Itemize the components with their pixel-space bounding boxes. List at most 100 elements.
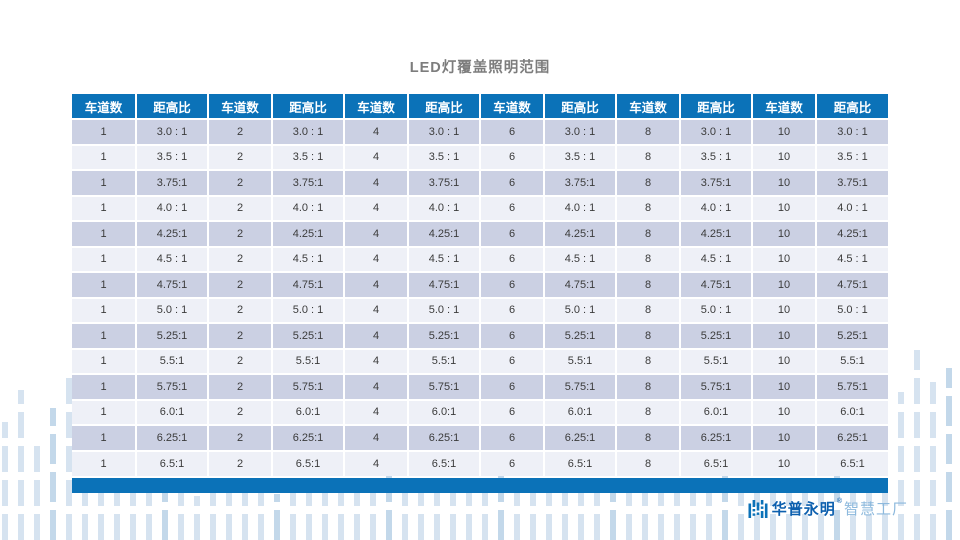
ratio-cell: 5.5:1 [408,347,481,374]
ratio-cell: 5.75:1 [272,373,345,400]
lane-count-cell: 6 [480,296,545,323]
ratio-cell: 5.25:1 [544,322,617,349]
lane-count-cell: 1 [72,322,137,349]
lane-count-cell: 10 [752,398,817,425]
lane-count-cell: 2 [208,143,273,170]
lane-count-cell: 8 [616,245,681,272]
lane-count-cell: 6 [480,143,545,170]
column-header-ratio: 距高比 [680,94,753,119]
ratio-cell: 4.0 : 1 [136,194,209,221]
lane-count-cell: 10 [752,373,817,400]
lane-count-cell: 6 [480,398,545,425]
lane-count-cell: 4 [344,322,409,349]
column-header-lanes: 车道数 [752,94,817,119]
lane-count-cell: 6 [480,347,545,374]
decorative-bar [306,488,312,540]
lane-count-cell: 4 [344,143,409,170]
lane-count-cell: 4 [344,118,409,145]
ratio-cell: 3.5 : 1 [680,143,753,170]
lane-count-cell: 4 [344,424,409,451]
lane-count-cell: 4 [344,169,409,196]
lane-count-cell: 4 [344,347,409,374]
column-header-lanes: 车道数 [208,94,273,119]
ratio-cell: 5.75:1 [544,373,617,400]
lane-count-cell: 8 [616,398,681,425]
decorative-bar [34,444,40,540]
ratio-cell: 3.0 : 1 [408,118,481,145]
ratio-cell: 3.5 : 1 [544,143,617,170]
ratio-cell: 6.5:1 [816,449,888,476]
ratio-cell: 6.25:1 [136,424,209,451]
table-row: 1 4.0 : 1 2 4.0 : 1 4 4.0 : 1 6 4.0 : 1 8 4.0 : 1… [72,194,888,221]
table-row: 1 4.75:1 2 4.75:1 4 4.75:1 6 4.75:1 8 4.75:1 10 4.7… [72,271,888,298]
decorative-bar [562,488,568,540]
ratio-cell: 5.25:1 [136,322,209,349]
lane-count-cell: 10 [752,143,817,170]
lane-count-cell: 1 [72,118,137,145]
ratio-cell: 5.25:1 [272,322,345,349]
ratio-cell: 6.0:1 [816,398,888,425]
lane-count-cell: 10 [752,449,817,476]
ratio-cell: 4.5 : 1 [408,245,481,272]
coverage-table-container: 车道数 距高比 车道数 距高比 车道数 距高比 车道数 距高比 车道数 距高比 车道数 距高比 1 3.… [72,94,888,493]
logo: 华普永明 ® 智慧工厂 [748,498,908,519]
table-row: 1 4.5 : 1 2 4.5 : 1 4 4.5 : 1 6 4.5 : 1 8 4.5 : 1… [72,245,888,272]
ratio-cell: 3.5 : 1 [816,143,888,170]
lane-count-cell: 10 [752,194,817,221]
lane-count-cell: 2 [208,373,273,400]
page-title: LED灯覆盖照明范围 [409,60,551,76]
lane-count-cell: 1 [72,143,137,170]
table-row: 1 6.0:1 2 6.0:1 4 6.0:1 6 6.0:1 8 6.0:1 10 6.0:1 [72,398,888,425]
lane-count-cell: 10 [752,424,817,451]
column-header-ratio: 距高比 [272,94,345,119]
lane-count-cell: 2 [208,296,273,323]
lane-count-cell: 4 [344,245,409,272]
table-row: 1 6.25:1 2 6.25:1 4 6.25:1 6 6.25:1 8 6.25:1 10 6.2… [72,424,888,451]
logo-suffix-text: 智慧工厂 [843,501,908,518]
ratio-cell: 5.5:1 [136,347,209,374]
ratio-cell: 3.0 : 1 [544,118,617,145]
decorative-bar [274,494,280,540]
lane-count-cell: 6 [480,271,545,298]
lane-count-cell: 10 [752,271,817,298]
lane-count-cell: 8 [616,271,681,298]
lane-count-cell: 1 [72,398,137,425]
decorative-bar [194,496,200,540]
ratio-cell: 4.25:1 [408,220,481,247]
table-row: 1 5.75:1 2 5.75:1 4 5.75:1 6 5.75:1 8 5.75:1 10 5.7… [72,373,888,400]
lane-count-cell: 2 [208,220,273,247]
ratio-cell: 5.5:1 [272,347,345,374]
lane-count-cell: 4 [344,398,409,425]
column-header-ratio: 距高比 [136,94,209,119]
decorative-bar [2,422,8,540]
lane-count-cell: 8 [616,194,681,221]
lane-count-cell: 4 [344,373,409,400]
lane-count-cell: 4 [344,194,409,221]
lane-count-cell: 6 [480,169,545,196]
ratio-cell: 4.25:1 [544,220,617,247]
lane-count-cell: 6 [480,449,545,476]
ratio-cell: 5.0 : 1 [272,296,345,323]
lane-count-cell: 4 [344,449,409,476]
ratio-cell: 4.25:1 [272,220,345,247]
lane-count-cell: 8 [616,373,681,400]
lane-count-cell: 6 [480,245,545,272]
lane-count-cell: 4 [344,220,409,247]
lane-count-cell: 4 [344,271,409,298]
ratio-cell: 5.0 : 1 [408,296,481,323]
lane-count-cell: 1 [72,373,137,400]
column-header-lanes: 车道数 [616,94,681,119]
decorative-bar [114,492,120,540]
lane-count-cell: 8 [616,424,681,451]
ratio-cell: 5.0 : 1 [544,296,617,323]
ratio-cell: 3.5 : 1 [272,143,345,170]
ratio-cell: 4.75:1 [544,271,617,298]
ratio-cell: 5.75:1 [136,373,209,400]
ratio-cell: 6.5:1 [272,449,345,476]
lane-count-cell: 1 [72,449,137,476]
ratio-cell: 5.0 : 1 [816,296,888,323]
ratio-cell: 6.5:1 [408,449,481,476]
decorative-bar [914,350,920,540]
lane-count-cell: 6 [480,424,545,451]
lane-count-cell: 8 [616,220,681,247]
